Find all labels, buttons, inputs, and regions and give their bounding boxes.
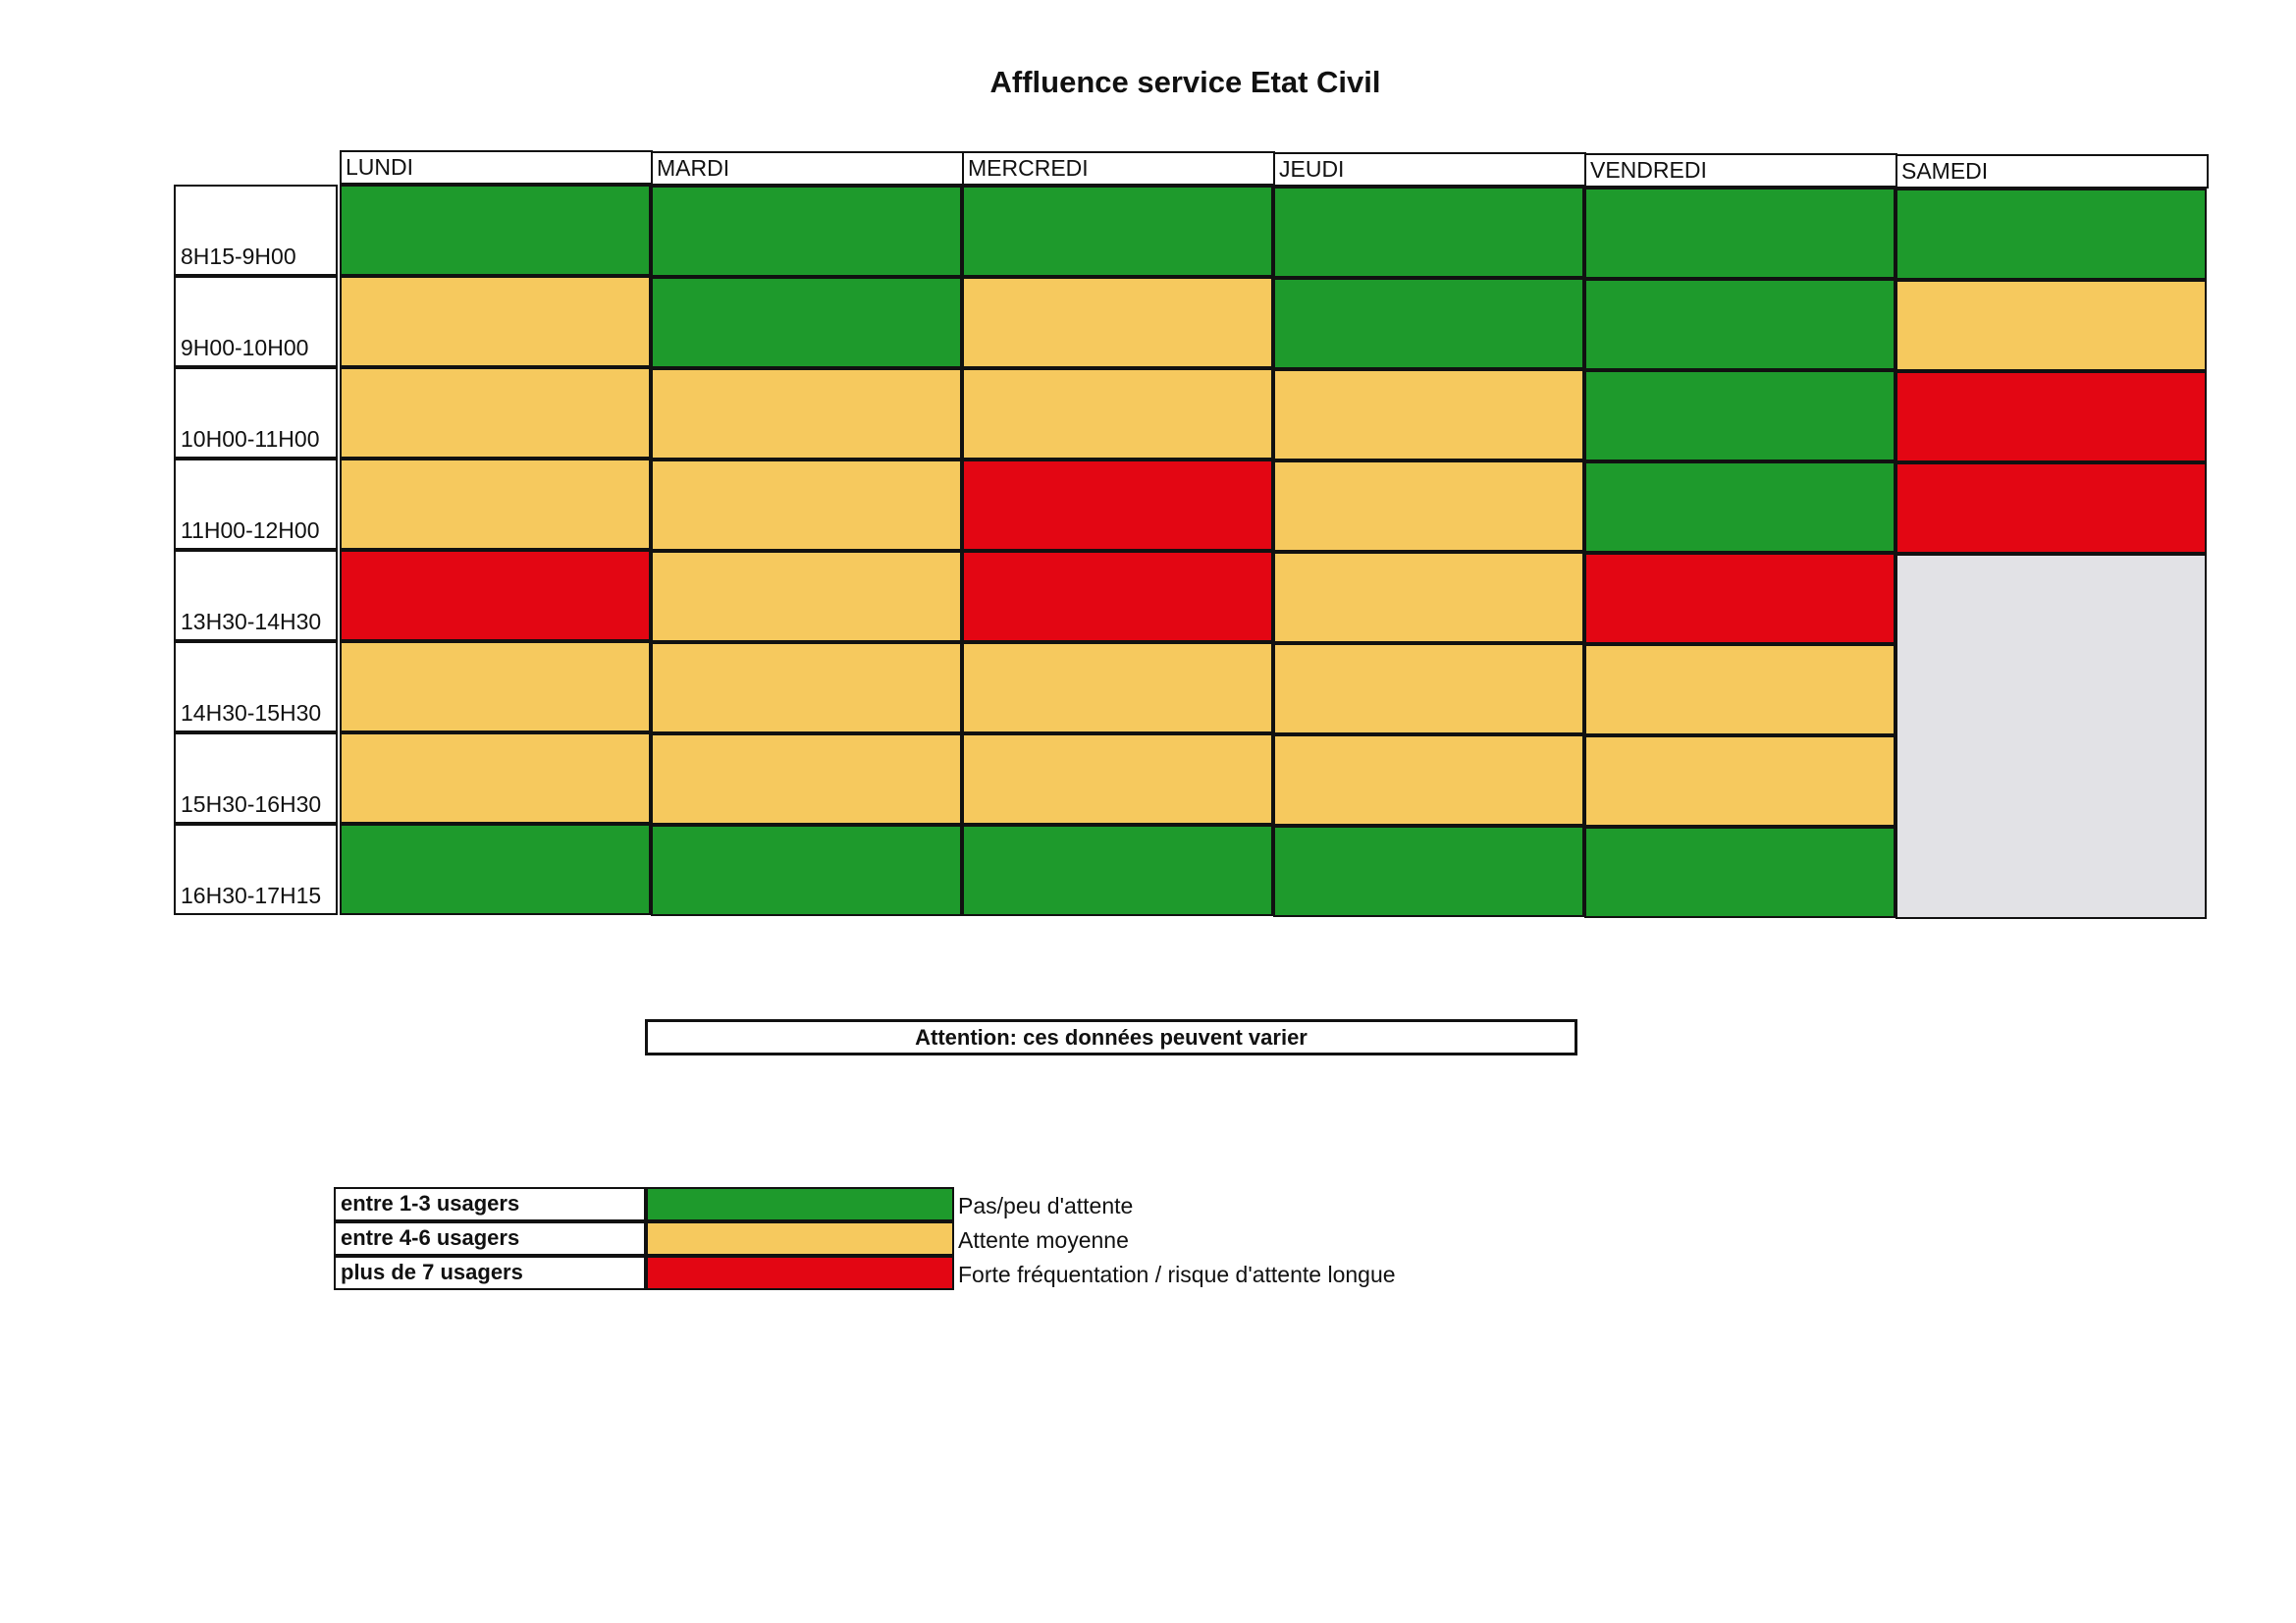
legend-description: Forte fréquentation / risque d'attente l… [958, 1262, 1396, 1287]
heatmap-cell-mardi-10h00-11h00 [651, 367, 962, 460]
heatmap-cell-lundi-15h30-16h30 [340, 732, 651, 824]
closed-block [1896, 553, 2207, 919]
heatmap-cell-samedi-8h15-9h00 [1896, 188, 2207, 280]
column-header-jeudi: JEUDI [1273, 152, 1586, 188]
legend-row-high: plus de 7 usagers Forte fréquentation / r… [334, 1256, 1512, 1290]
legend-label: plus de 7 usagers [334, 1256, 646, 1290]
legend-row-low: entre 1-3 usagers Pas/peu d'attente [334, 1187, 1512, 1221]
heatmap-cell-lundi-8h15-9h00 [340, 185, 651, 276]
heatmap-cell-samedi-9h00-10h00 [1896, 279, 2207, 371]
column-header-vendredi: VENDREDI [1584, 152, 1897, 188]
heatmap-cell-vendredi-16h30-17h15 [1584, 826, 1896, 918]
heatmap-cell-mardi-16h30-17h15 [651, 824, 962, 916]
heatmap-cell-samedi-13h30-14h30 [1896, 553, 2207, 645]
row-header-15h30-16h30: 15H30-16H30 [174, 732, 338, 824]
heatmap-cell-vendredi-13h30-14h30 [1584, 552, 1896, 644]
legend-swatch-high [646, 1256, 954, 1290]
heatmap-cell-vendredi-11h00-12h00 [1584, 460, 1896, 553]
legend-description: Attente moyenne [958, 1227, 1129, 1253]
column-header-mardi: MARDI [651, 150, 964, 186]
heatmap-cell-mardi-8h15-9h00 [651, 185, 962, 277]
column-header-lundi: LUNDI [340, 150, 653, 185]
column-header-mercredi: MERCREDI [962, 151, 1275, 187]
heatmap-cell-jeudi-9h00-10h00 [1273, 278, 1584, 370]
heatmap-cell-jeudi-8h15-9h00 [1273, 187, 1584, 279]
heatmap-cell-lundi-10h00-11h00 [340, 367, 651, 459]
heatmap-cell-mardi-9h00-10h00 [651, 276, 962, 368]
heatmap-cell-jeudi-13h30-14h30 [1273, 552, 1584, 644]
legend-row-medium: entre 4-6 usagers Attente moyenne [334, 1221, 1512, 1256]
heatmap-cell-lundi-14h30-15h30 [340, 641, 651, 732]
notice-box: Attention: ces données peuvent varier [645, 1019, 1577, 1055]
heatmap-cell-samedi-10h00-11h00 [1896, 370, 2207, 462]
row-header-10h00-11h00: 10H00-11H00 [174, 367, 338, 459]
heatmap-cell-vendredi-15h30-16h30 [1584, 734, 1896, 827]
heatmap-cell-mercredi-15h30-16h30 [962, 733, 1273, 826]
heatmap-grid: LUNDI MARDI MERCREDI JEUDI VENDREDI SAMEDI 8H1… [174, 150, 2209, 919]
heatmap-cell-mardi-14h30-15h30 [651, 641, 962, 733]
legend-swatch-low [646, 1187, 954, 1221]
heatmap-cell-mercredi-10h00-11h00 [962, 368, 1273, 460]
heatmap-cell-jeudi-10h00-11h00 [1273, 369, 1584, 461]
heatmap-cell-mercredi-14h30-15h30 [962, 642, 1273, 734]
row-header-14h30-15h30: 14H30-15H30 [174, 641, 338, 732]
row-header-11h00-12h00: 11H00-12H00 [174, 459, 338, 550]
row-header-9h00-10h00: 9H00-10H00 [174, 276, 338, 367]
legend-description: Pas/peu d'attente [958, 1193, 1134, 1218]
heatmap-cell-jeudi-11h00-12h00 [1273, 460, 1584, 553]
heatmap-cell-mercredi-9h00-10h00 [962, 277, 1273, 369]
row-header-16h30-17h15: 16H30-17H15 [174, 824, 338, 915]
chart-title: Affluence service Etat Civil [989, 65, 1381, 99]
legend-swatch-medium [646, 1221, 954, 1256]
heatmap-cell-vendredi-8h15-9h00 [1584, 187, 1896, 279]
heatmap-cell-mercredi-16h30-17h15 [962, 825, 1273, 917]
heatmap-cell-mardi-15h30-16h30 [651, 732, 962, 825]
column-header-samedi: SAMEDI [1896, 153, 2209, 189]
heatmap-cell-mercredi-11h00-12h00 [962, 460, 1273, 552]
heatmap-cell-samedi-11h00-12h00 [1896, 461, 2207, 554]
legend-label: entre 1-3 usagers [334, 1187, 646, 1221]
heatmap-cell-vendredi-9h00-10h00 [1584, 278, 1896, 370]
heatmap-cell-vendredi-14h30-15h30 [1584, 643, 1896, 735]
heatmap-cell-mardi-13h30-14h30 [651, 550, 962, 642]
row-header-8h15-9h00: 8H15-9H00 [174, 185, 338, 276]
heatmap-cell-jeudi-16h30-17h15 [1273, 826, 1584, 918]
heatmap-cell-lundi-16h30-17h15 [340, 824, 651, 915]
heatmap-cell-jeudi-14h30-15h30 [1273, 643, 1584, 735]
heatmap-cell-mardi-11h00-12h00 [651, 459, 962, 551]
heatmap-cell-lundi-13h30-14h30 [340, 550, 651, 641]
heatmap-cell-mercredi-8h15-9h00 [962, 186, 1273, 278]
heatmap-cell-vendredi-10h00-11h00 [1584, 369, 1896, 461]
legend-label: entre 4-6 usagers [334, 1221, 646, 1256]
heatmap-cell-lundi-11h00-12h00 [340, 459, 651, 550]
row-header-13h30-14h30: 13H30-14H30 [174, 550, 338, 641]
heatmap-cell-mercredi-13h30-14h30 [962, 551, 1273, 643]
heatmap-cell-jeudi-15h30-16h30 [1273, 734, 1584, 827]
heatmap-cell-lundi-9h00-10h00 [340, 276, 651, 367]
